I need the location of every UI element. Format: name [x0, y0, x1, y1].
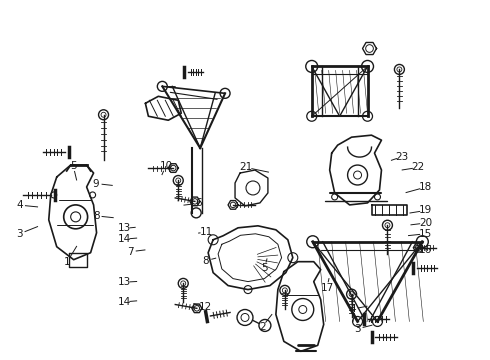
- Text: 2: 2: [259, 322, 266, 332]
- Text: 21: 21: [239, 162, 253, 172]
- Text: 23: 23: [395, 152, 409, 162]
- Text: 22: 22: [412, 162, 425, 172]
- Text: 9: 9: [93, 179, 99, 189]
- Text: 4: 4: [349, 304, 356, 314]
- Text: 13: 13: [117, 277, 130, 287]
- Text: 8: 8: [93, 211, 99, 221]
- Text: 8: 8: [203, 256, 209, 266]
- Text: 19: 19: [419, 206, 432, 216]
- Text: 11: 11: [199, 227, 213, 237]
- Text: 12: 12: [198, 302, 212, 312]
- Text: 10: 10: [159, 161, 172, 171]
- Text: 17: 17: [320, 283, 334, 293]
- Text: 4: 4: [16, 200, 23, 210]
- Text: 15: 15: [419, 229, 432, 239]
- Text: 13: 13: [117, 224, 130, 233]
- Text: 3: 3: [354, 324, 361, 334]
- Text: 14: 14: [117, 234, 130, 244]
- Text: 18: 18: [419, 182, 432, 192]
- Text: 6: 6: [196, 198, 202, 208]
- Text: 3: 3: [16, 229, 23, 239]
- Text: 14: 14: [117, 297, 130, 307]
- Text: 20: 20: [419, 218, 432, 228]
- Text: 5: 5: [70, 161, 76, 171]
- Text: 5: 5: [261, 263, 268, 273]
- Text: 1: 1: [64, 257, 70, 267]
- Text: 7: 7: [127, 247, 134, 257]
- Text: 16: 16: [419, 245, 432, 255]
